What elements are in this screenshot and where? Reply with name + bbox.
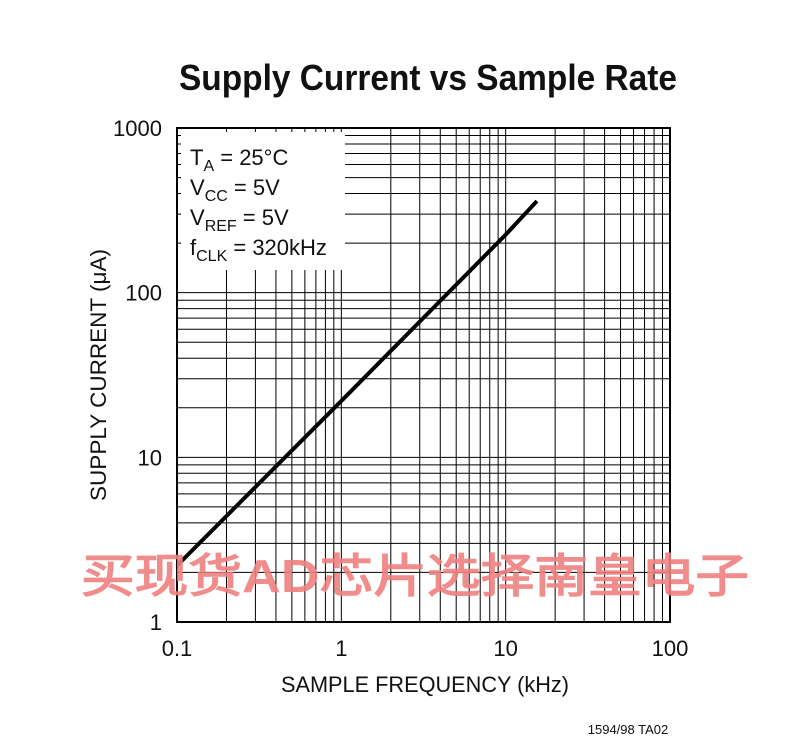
y-tick-label: 10 — [138, 445, 162, 470]
footnote: 1594/98 TA02 — [588, 722, 668, 737]
annotation-subscript: REF — [205, 218, 237, 235]
x-tick-label: 100 — [652, 636, 689, 661]
annotation-subscript: CC — [205, 188, 228, 205]
y-tick-label: 1000 — [113, 116, 162, 141]
annotation: VCC = 5V — [190, 175, 280, 205]
annotation-subscript: CLK — [196, 248, 227, 265]
annotation: TA = 25°C — [190, 145, 288, 175]
annotation-subscript: A — [203, 158, 214, 175]
annotation-symbol: V — [190, 205, 205, 230]
y-axis-label: SUPPLY CURRENT (μA) — [86, 249, 111, 501]
x-tick-label: 0.1 — [162, 636, 193, 661]
annotation: fCLK = 320kHz — [190, 235, 327, 265]
x-tick-label: 10 — [493, 636, 517, 661]
data-line — [175, 199, 539, 568]
annotation: VREF = 5V — [190, 205, 289, 235]
annotation-value: = 320kHz — [227, 235, 327, 260]
y-tick-label: 100 — [125, 281, 162, 306]
annotation-box — [181, 132, 345, 270]
y-tick-label: 1 — [150, 610, 162, 635]
chart-title: Supply Current vs Sample Rate — [179, 57, 677, 98]
annotation-symbol: f — [190, 235, 197, 260]
annotation-symbol: T — [190, 145, 203, 170]
x-tick-label: 1 — [335, 636, 347, 661]
x-axis-label: SAMPLE FREQUENCY (kHz) — [281, 672, 569, 697]
annotation-value: = 5V — [228, 175, 280, 200]
annotation-value: = 25°C — [214, 145, 288, 170]
watermark: 买现货AD芯片选择南皇电子 — [81, 550, 749, 602]
annotation-value: = 5V — [237, 205, 289, 230]
annotation-symbol: V — [190, 175, 205, 200]
plot-frame — [176, 127, 671, 623]
